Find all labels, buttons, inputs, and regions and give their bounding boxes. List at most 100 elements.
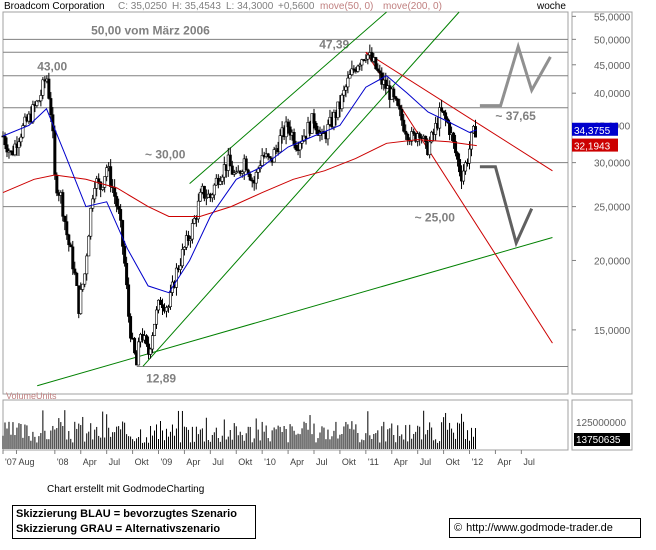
candle-body bbox=[133, 338, 137, 354]
candle-body bbox=[314, 122, 318, 131]
candle-body bbox=[374, 57, 378, 70]
candle-body bbox=[47, 78, 51, 99]
scenario-sketch-blau bbox=[479, 41, 552, 108]
candle-body bbox=[424, 135, 428, 143]
price-plot-frame bbox=[2, 11, 569, 395]
y-tick-label: 45,0000 bbox=[594, 61, 631, 72]
x-tick-label: '08 bbox=[57, 457, 69, 467]
x-tick-label: '11 bbox=[368, 457, 379, 467]
candle-body bbox=[326, 124, 330, 140]
x-tick-label: Apr bbox=[394, 457, 408, 467]
candle-body bbox=[284, 121, 288, 138]
header-name: Broadcom Corporation bbox=[4, 1, 105, 12]
x-tick-label: Jul bbox=[523, 457, 535, 467]
candle-body bbox=[240, 171, 244, 174]
candle-body bbox=[288, 126, 292, 136]
x-tick-label: Jul bbox=[109, 457, 121, 467]
candle-body bbox=[160, 304, 164, 309]
candle-body bbox=[5, 144, 9, 153]
x-tick-label: Okt bbox=[446, 457, 461, 467]
candle-body bbox=[149, 348, 153, 355]
candle-body bbox=[19, 136, 23, 143]
candle-body bbox=[332, 112, 336, 128]
candle-body bbox=[360, 59, 364, 66]
candle-body bbox=[71, 246, 75, 270]
candle-body bbox=[61, 192, 65, 217]
volume-plot-frame bbox=[2, 399, 569, 451]
y-tick-label: 40,0000 bbox=[594, 89, 631, 100]
candle-body bbox=[51, 114, 55, 132]
candle-body bbox=[392, 88, 396, 97]
candle-body bbox=[364, 58, 368, 61]
candle-body bbox=[164, 307, 168, 312]
candle-body bbox=[13, 143, 17, 156]
candle-body bbox=[192, 218, 196, 224]
x-tick-label: Okt bbox=[342, 457, 357, 467]
candle-body bbox=[121, 220, 125, 247]
candle-body bbox=[79, 289, 83, 314]
candle-body bbox=[69, 244, 73, 248]
candle-body bbox=[358, 64, 362, 67]
scenario-legend: Skizzierung BLAU = bevorzugtes Szenario … bbox=[12, 505, 256, 539]
candle-body bbox=[188, 238, 192, 241]
header-ma50-label: move(50, 0) bbox=[320, 1, 373, 12]
candle-body bbox=[312, 113, 316, 124]
candle-body bbox=[17, 141, 21, 149]
scenario-legend-blue: Skizzierung BLAU = bevorzugtes Szenario bbox=[16, 508, 237, 520]
y-tick-label: 30,0000 bbox=[594, 159, 631, 170]
candle-body bbox=[340, 94, 344, 110]
candle-body bbox=[145, 335, 149, 345]
candle-body bbox=[91, 198, 95, 209]
source-link[interactable]: © http://www.godmode-trader.de bbox=[449, 518, 641, 538]
candle-body bbox=[462, 170, 466, 182]
x-tick-label: '12 bbox=[472, 457, 484, 467]
candle-body bbox=[115, 196, 119, 207]
candle-body bbox=[95, 178, 99, 189]
trendline bbox=[142, 11, 460, 367]
candle-body bbox=[272, 149, 276, 163]
candle-body bbox=[228, 154, 232, 167]
candle-body bbox=[396, 98, 400, 106]
candle-body bbox=[430, 131, 434, 143]
candle-body bbox=[65, 221, 69, 236]
candle-body bbox=[155, 309, 159, 325]
candle-body bbox=[298, 142, 302, 151]
candle-body bbox=[440, 107, 444, 112]
candle-body bbox=[248, 173, 252, 181]
x-tick-label: Apr bbox=[290, 457, 304, 467]
x-tick-label: Apr bbox=[186, 457, 200, 467]
candle-body bbox=[352, 68, 356, 71]
x-tick-label: Aug bbox=[18, 457, 34, 467]
candle-body bbox=[218, 180, 222, 185]
candle-body bbox=[412, 131, 416, 134]
candle-body bbox=[346, 77, 350, 88]
header-low: L: 34,3000 bbox=[226, 1, 274, 12]
candle-body bbox=[99, 181, 103, 190]
x-tick-label: Okt bbox=[238, 457, 253, 467]
candle-body bbox=[222, 164, 226, 178]
candle-body bbox=[418, 133, 422, 138]
level-label: 47,39 bbox=[319, 37, 349, 51]
candle-body bbox=[398, 105, 402, 110]
candle-body bbox=[49, 98, 53, 116]
candle-body bbox=[254, 172, 258, 184]
candle-body bbox=[292, 132, 296, 146]
x-tick-label: Jul bbox=[420, 457, 432, 467]
x-tick-label: Apr bbox=[497, 457, 511, 467]
level-label: 43,00 bbox=[37, 60, 67, 74]
candle-body bbox=[129, 316, 133, 339]
candle-body bbox=[266, 153, 270, 157]
candle-body bbox=[286, 121, 290, 128]
candle-body bbox=[184, 235, 188, 248]
source-url[interactable]: http://www.godmode-trader.de bbox=[466, 522, 613, 534]
candle-body bbox=[85, 255, 89, 275]
candle-body bbox=[101, 187, 105, 190]
candle-body bbox=[473, 126, 477, 138]
x-tick-label: Jul bbox=[316, 457, 328, 467]
candle-body bbox=[348, 74, 352, 79]
candle-body bbox=[444, 112, 448, 120]
candle-body bbox=[342, 89, 346, 96]
candle-body bbox=[210, 194, 214, 199]
candle-body bbox=[127, 284, 131, 317]
